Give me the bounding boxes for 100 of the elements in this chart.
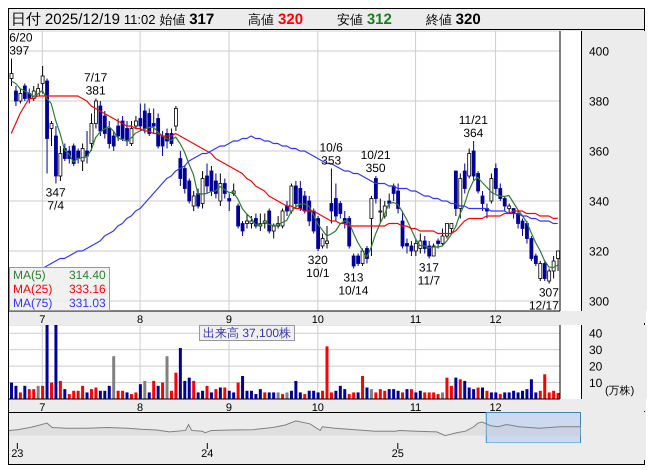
candlestick <box>490 173 494 204</box>
y-tick-label: 400 <box>589 44 610 58</box>
bar <box>210 392 213 399</box>
bar <box>50 382 53 399</box>
annotation: 333.16 <box>69 282 106 296</box>
bar <box>228 390 231 399</box>
bar <box>263 392 266 399</box>
candlestick <box>80 143 84 172</box>
candlestick <box>142 103 147 134</box>
bar <box>348 394 351 399</box>
bar <box>152 380 156 399</box>
bar <box>356 392 360 399</box>
bar <box>383 390 386 399</box>
y-tick-label: 340 <box>589 194 610 208</box>
text: MA(25) <box>13 282 54 296</box>
bar <box>454 378 458 399</box>
bar <box>166 356 169 399</box>
bar <box>241 376 244 399</box>
candlestick <box>542 260 547 282</box>
x-tick-label: 9 <box>226 314 232 326</box>
bar <box>218 387 222 399</box>
bar <box>286 392 288 399</box>
candlestick <box>14 86 18 106</box>
bar <box>14 386 18 399</box>
annotation: 313 10/14 <box>338 270 369 298</box>
x-tick-label: 12 <box>489 402 502 414</box>
candlestick <box>138 103 142 132</box>
y-tick-label: 380 <box>589 94 610 108</box>
y-tick-label: 20 <box>589 359 603 374</box>
candlestick <box>236 203 240 229</box>
x-tick-label: 7 <box>39 314 46 326</box>
bar <box>112 356 116 399</box>
bar <box>54 325 58 399</box>
bar <box>308 390 311 399</box>
bar <box>143 380 146 399</box>
bar <box>481 387 484 399</box>
bar <box>86 392 89 399</box>
candlestick <box>18 88 22 104</box>
y-tick-label: 320 <box>589 244 610 258</box>
bar <box>28 389 31 399</box>
x-tick-label: 24 <box>201 448 214 460</box>
bar <box>503 392 506 399</box>
x-tick-label: 12 <box>489 314 502 326</box>
candlestick <box>378 198 382 224</box>
candlestick <box>356 253 360 266</box>
candlestick <box>174 106 178 132</box>
y-axis-title: (万株) <box>605 384 634 398</box>
x-tick-label: 11 <box>410 314 422 326</box>
bar <box>156 386 160 399</box>
bar <box>68 394 71 399</box>
annotation: 11/21 364 <box>458 113 488 140</box>
candlestick <box>178 150 182 186</box>
bar <box>281 394 284 399</box>
candlestick <box>370 196 374 256</box>
bar <box>134 392 138 399</box>
bar <box>543 374 546 399</box>
annotation: 347 7/4 <box>46 186 66 212</box>
bar <box>303 394 306 399</box>
annotation: 314.40 <box>69 268 106 282</box>
bar <box>441 392 444 399</box>
bar <box>276 392 280 399</box>
bar <box>458 379 462 399</box>
bar <box>236 382 240 399</box>
y-tick-label: 360 <box>589 144 610 158</box>
candlestick <box>192 190 196 212</box>
candlestick <box>414 238 418 256</box>
candlestick <box>294 180 298 209</box>
annotation: 331.03 <box>69 296 106 310</box>
text: MA(75) <box>13 296 54 310</box>
x-tick-label: 23 <box>11 448 24 460</box>
bar <box>41 386 44 399</box>
bar <box>423 392 426 399</box>
bar <box>174 372 178 399</box>
candlestick <box>58 146 62 182</box>
candlestick <box>85 130 89 164</box>
chart-title: 出来高 37,100株 <box>199 325 296 341</box>
annotation: 317 11/7 <box>418 260 440 288</box>
bar <box>188 378 191 399</box>
bar <box>206 386 209 399</box>
candlestick <box>338 200 342 219</box>
candlestick <box>134 116 138 129</box>
text: MA(5) <box>13 268 47 282</box>
bar <box>343 389 346 399</box>
bar <box>23 386 26 399</box>
bar <box>148 392 151 399</box>
x-tick-label: 10 <box>312 402 324 414</box>
x-tick-label: 8 <box>137 314 144 326</box>
bar <box>32 389 36 399</box>
candlestick <box>352 253 356 269</box>
bar <box>108 386 111 399</box>
bar <box>418 390 422 399</box>
bar <box>214 389 218 399</box>
bar <box>463 380 466 399</box>
candlestick <box>467 148 472 179</box>
candlestick <box>272 223 276 239</box>
candlestick <box>374 176 378 204</box>
bar <box>192 380 196 399</box>
x-tick-label: 9 <box>226 402 232 414</box>
bar <box>405 389 408 399</box>
bar <box>63 389 66 399</box>
